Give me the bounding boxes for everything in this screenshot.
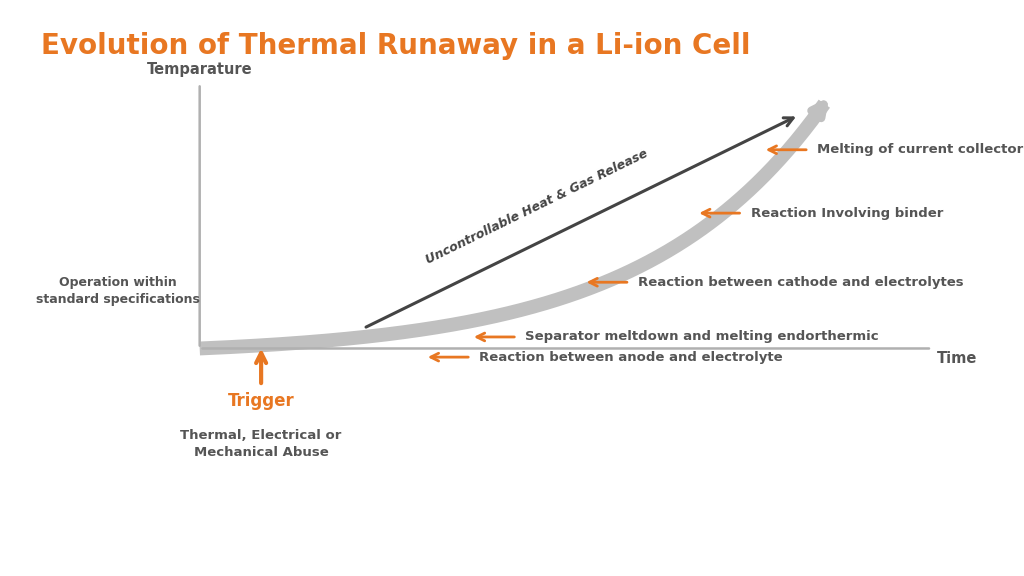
- Text: Melting of current collectors: Melting of current collectors: [817, 143, 1024, 156]
- Text: Reaction between anode and electrolyte: Reaction between anode and electrolyte: [479, 351, 783, 363]
- Text: Reaction Involving binder: Reaction Involving binder: [751, 207, 943, 219]
- Text: Operation within
standard specifications: Operation within standard specifications: [36, 276, 200, 306]
- Text: Evolution of Thermal Runaway in a Li-ion Cell: Evolution of Thermal Runaway in a Li-ion…: [41, 32, 751, 60]
- Text: Trigger: Trigger: [227, 392, 295, 410]
- Text: Thermal, Electrical or
Mechanical Abuse: Thermal, Electrical or Mechanical Abuse: [180, 429, 342, 459]
- Text: Reaction between cathode and electrolytes: Reaction between cathode and electrolyte…: [638, 276, 964, 289]
- Text: Temparature: Temparature: [146, 62, 253, 77]
- Text: Separator meltdown and melting endorthermic: Separator meltdown and melting endorther…: [525, 331, 879, 343]
- Text: Time: Time: [937, 351, 977, 366]
- Text: Uncontrollable Heat & Gas Release: Uncontrollable Heat & Gas Release: [424, 147, 650, 267]
